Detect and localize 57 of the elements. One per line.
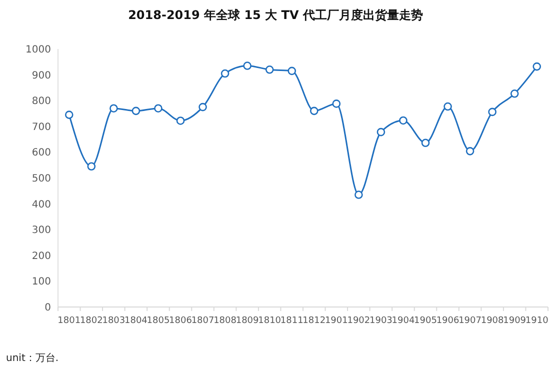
x-tick-label: 1808 bbox=[214, 316, 237, 326]
point bbox=[132, 106, 140, 116]
x-tick-label: 1807 bbox=[191, 316, 214, 326]
y-tick-label: 500 bbox=[32, 174, 51, 184]
point bbox=[488, 108, 496, 116]
x-tick-label: 1903 bbox=[370, 316, 392, 326]
x-tick-label: 1909 bbox=[503, 316, 526, 326]
y-tick-label: 600 bbox=[32, 148, 51, 159]
x-tick-label: 1806 bbox=[169, 316, 192, 326]
point bbox=[220, 69, 230, 78]
x-tick-label: 1805 bbox=[146, 316, 170, 326]
x-tick-label: 1810 bbox=[258, 316, 282, 326]
x-tick-label: 1904 bbox=[392, 316, 415, 326]
x-tick-label: 1802 bbox=[80, 316, 103, 326]
y-tick-label: 100 bbox=[32, 276, 51, 288]
x-tick-label: 1902 bbox=[347, 316, 370, 326]
point bbox=[399, 116, 408, 125]
point bbox=[64, 110, 74, 119]
point bbox=[532, 62, 542, 71]
x-tick-label: 1908 bbox=[480, 316, 504, 326]
point bbox=[421, 138, 430, 148]
point bbox=[288, 66, 296, 76]
point bbox=[376, 128, 386, 136]
x-tick-label: 1803 bbox=[102, 316, 126, 326]
point bbox=[265, 65, 274, 74]
y-tick-label: 900 bbox=[32, 70, 51, 82]
y-tick-label: 300 bbox=[32, 225, 51, 236]
x-tick-label: 1812 bbox=[302, 316, 326, 326]
x-tick-label: 1811 bbox=[280, 316, 304, 326]
point bbox=[243, 62, 252, 70]
point bbox=[198, 102, 207, 112]
x-tick-label: 1804 bbox=[124, 316, 148, 326]
point bbox=[87, 162, 96, 171]
y-tick-label: 0 bbox=[44, 302, 51, 314]
point bbox=[444, 102, 452, 111]
y-tick-label: 700 bbox=[32, 122, 51, 133]
x-tick-label: 1901 bbox=[324, 316, 348, 326]
x-tick-label: 1910 bbox=[525, 316, 549, 326]
text: unit：万台. bbox=[6, 352, 59, 364]
x-tick-label: 1907 bbox=[458, 316, 482, 326]
point bbox=[110, 104, 118, 112]
point bbox=[176, 116, 185, 125]
point bbox=[466, 147, 474, 156]
x-tick-label: 1906 bbox=[436, 316, 460, 326]
chart-title: 2018-2019 年全球 15 大 TV 代工厂月度出货量走势 bbox=[128, 8, 423, 22]
y-tick-label: 1000 bbox=[26, 44, 51, 56]
point bbox=[154, 104, 162, 112]
point bbox=[332, 100, 341, 108]
y-tick-label: 800 bbox=[32, 96, 51, 108]
y-tick-label: 200 bbox=[32, 250, 51, 262]
x-tick-label: 1905 bbox=[414, 316, 437, 326]
point bbox=[310, 106, 318, 116]
point bbox=[354, 190, 363, 199]
y-tick-label: 400 bbox=[32, 199, 51, 210]
x-tick-label: 1801 bbox=[58, 316, 81, 326]
point bbox=[510, 89, 519, 98]
x-tick-label: 1809 bbox=[236, 316, 260, 326]
